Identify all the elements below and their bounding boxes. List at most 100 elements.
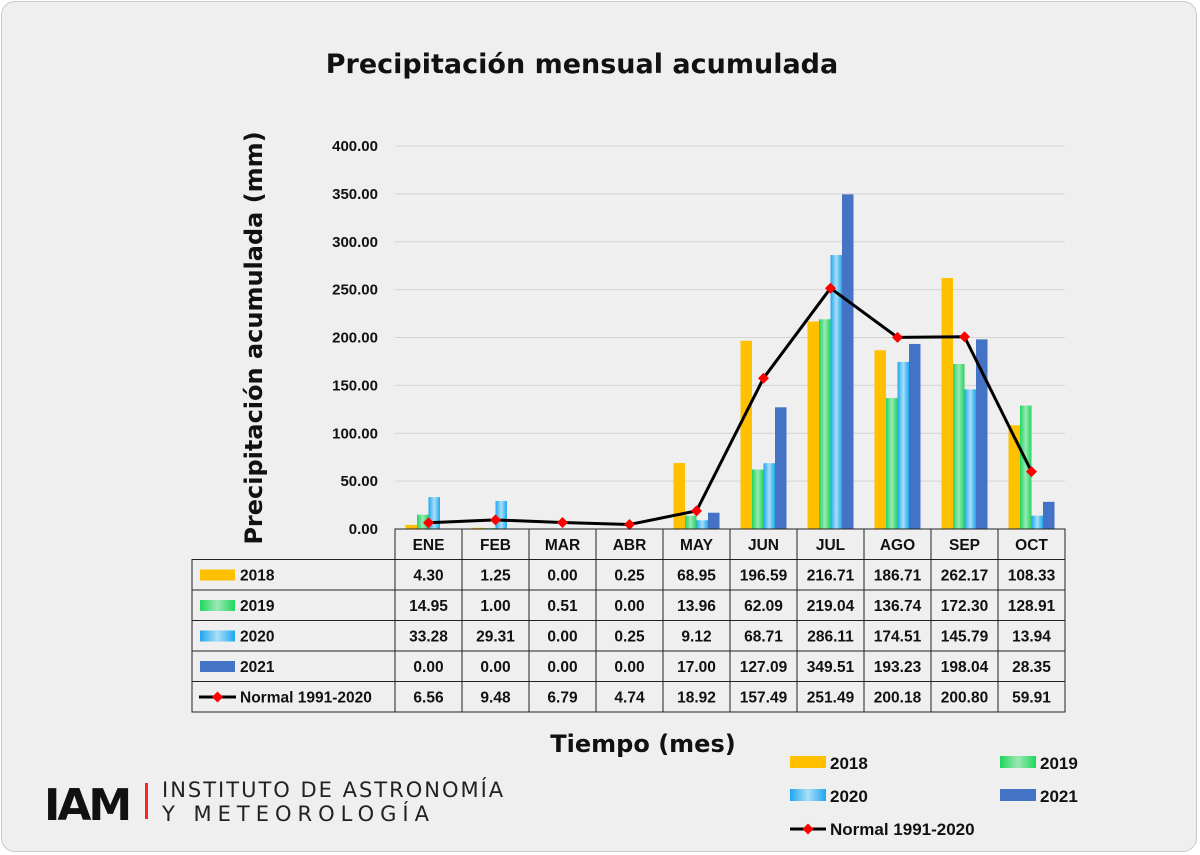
marker-normal-jun [758,372,769,384]
bar-2020-jul [830,255,842,529]
data-label: 29.31 [476,629,515,646]
table-series-name: 2019 [240,598,275,615]
legend-key-2019 [1000,756,1036,768]
bar-2018-sep [941,277,953,529]
x-tick-label: MAY [680,537,714,554]
table-series-name: Normal 1991-2020 [240,690,372,707]
legend-label-2018: 2018 [830,754,868,773]
data-label: 9.12 [681,629,711,646]
data-label: 0.51 [547,598,578,615]
y-tick-label: 300.00 [332,234,378,251]
x-tick-label: JUN [748,537,779,554]
legend-label-2019: 2019 [1040,754,1078,773]
line-normal-1991-2020 [428,286,1033,526]
data-label: 0.00 [480,659,510,676]
x-tick-label: FEB [480,537,511,554]
data-label: 28.35 [1012,659,1051,676]
data-label: 18.92 [677,690,716,707]
data-label: 4.30 [413,568,443,585]
bar-2018-oct [1008,425,1020,529]
normal-line [423,282,1037,530]
x-tick-label: ABR [613,537,647,554]
data-label: 68.71 [744,629,783,646]
data-label: 1.00 [480,598,510,615]
x-tick-label: SEP [949,537,980,554]
data-label: 4.74 [614,690,645,707]
y-axis-title: Precipitación acumulada (mm) [240,131,268,544]
data-label: 127.09 [740,659,788,676]
chart-title: Precipitación mensual acumulada [326,49,838,80]
data-label: 0.00 [547,568,577,585]
data-label: 0.00 [413,659,443,676]
bars [405,194,1055,529]
bar-2021-may [708,512,720,529]
y-axis-ticks: 0.00 50.00 100.00 150.00 200.00 250.00 300.00 3… [332,138,378,538]
data-label: 200.80 [941,690,988,707]
data-label: 157.49 [740,690,788,707]
bar-2021-sep [976,339,988,529]
data-label: 6.79 [547,690,578,707]
marker-normal-ene [423,517,434,529]
data-label: 14.95 [409,598,448,615]
data-label: 145.79 [941,629,989,646]
y-tick-label: 0.00 [349,521,378,538]
table-key-2018 [200,569,235,581]
bar-2018-ago [874,350,886,529]
data-label: 216.71 [807,568,855,585]
legend-label-2021: 2021 [1040,787,1078,806]
marker-normal-feb [490,514,501,526]
table-key-marker [212,691,223,703]
logo-divider [145,783,148,819]
table-cell [997,681,1066,713]
data-label: 13.96 [677,598,716,615]
marker-normal-mar [557,516,568,528]
bar-2018-feb [472,527,484,529]
x-axis-title: Tiempo (mes) [550,730,735,758]
bar-2020-sep [964,389,976,529]
data-label: 1.25 [480,568,511,585]
bar-2018-ene [405,524,417,529]
data-label: 13.94 [1012,629,1051,646]
iam-logo: IAM INSTITUTO DE ASTRONOMÍA Y METEOROLOG… [44,777,503,831]
bar-2021-jun [775,407,787,529]
data-label: 9.48 [480,690,511,707]
data-label: 349.51 [807,659,855,676]
data-table: ENE FEB MAR ABR MAY JUN JUL AGO SEP OCT 2018 4.30 1.… [191,528,1066,713]
y-tick-label: 100.00 [332,425,378,442]
logo-mark: IAM [44,780,129,831]
legend-key-2020 [790,789,826,801]
bar-2018-jul [807,321,819,529]
data-label: 17.00 [677,659,716,676]
bar-2019-may [685,515,697,529]
bar-2021-ago [909,343,921,529]
marker-normal-oct [1026,466,1037,478]
data-label: 33.28 [409,629,448,646]
table-series-name: 2018 [240,568,275,585]
marker-normal-ago [892,331,903,343]
data-label: 251.49 [807,690,855,707]
marker-normal-jul [825,282,836,294]
data-label: 262.17 [941,568,988,585]
logo-line-2: Y METEOROLOGÍA [161,801,435,826]
data-label: 0.25 [614,629,645,646]
bar-2019-ene [417,514,429,529]
bar-2021-jul [842,194,854,529]
data-label: 198.04 [941,659,989,676]
bar-2020-ene [428,497,440,529]
bar-2020-ago [897,361,909,529]
legend-key-2018 [790,756,826,768]
bar-2019-jun [752,469,764,529]
data-label: 0.00 [547,659,577,676]
data-label: 219.04 [807,598,855,615]
y-tick-label: 150.00 [332,377,378,394]
data-label: 0.00 [547,629,577,646]
data-label: 108.33 [1008,568,1056,585]
data-label: 172.30 [941,598,988,615]
marker-normal-abr [624,518,635,530]
x-tick-label: OCT [1015,537,1048,554]
legend: 2018 2019 2020 2021 Normal 1991-2020 [790,754,1078,839]
legend-label-normal: Normal 1991-2020 [830,820,975,839]
bar-2019-jul [819,319,831,529]
data-label: 0.25 [614,568,645,585]
data-label: 196.59 [740,568,788,585]
